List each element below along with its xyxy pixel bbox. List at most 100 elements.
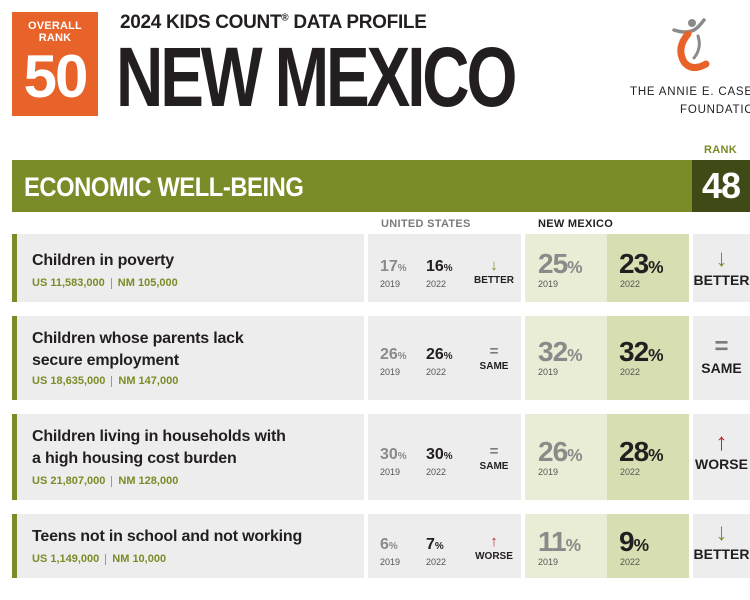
- us-2019-value: 30%: [380, 446, 407, 463]
- us-values-cell: 6% 2019 7% 2022 ↑ WORSE: [368, 514, 521, 578]
- nm-year-2019: 2019: [538, 367, 559, 377]
- indicator-counts: US 21,807,000 NM 128,000: [32, 475, 178, 487]
- equals-icon: =: [489, 343, 499, 360]
- nm-trend-cell: ↓ BETTER: [693, 514, 750, 578]
- us-trend-label: WORSE: [475, 551, 513, 562]
- nm-2019-cell: 26% 2019: [525, 414, 607, 500]
- indicator-title: Children living in households with a high…: [32, 428, 286, 467]
- indicator-title: Teens not in school and not working: [32, 528, 303, 545]
- us-trend: = SAME: [472, 344, 516, 372]
- nm-year-2022: 2022: [620, 367, 641, 377]
- nm-trend-label: BETTER: [693, 546, 750, 562]
- us-count: US 1,149,000: [32, 553, 100, 565]
- nm-2019-cell: 32% 2019: [525, 316, 607, 400]
- us-year-2019: 2019: [380, 557, 401, 567]
- indicator-row-teens: Teens not in school and not working US 1…: [12, 514, 750, 578]
- nm-count: NM 105,000: [117, 277, 178, 289]
- overall-rank-value: 50: [23, 43, 89, 110]
- indicator-label-cell: Children whose parents lack secure employ…: [12, 316, 364, 400]
- us-values-cell: 26% 2019 26% 2022 = SAME: [368, 316, 521, 400]
- nm-2022-cell: 32% 2022: [607, 316, 689, 400]
- equals-icon: =: [714, 333, 729, 360]
- nm-trend-cell: = SAME: [693, 316, 750, 400]
- nm-2022-value: 9%: [619, 526, 649, 557]
- us-2022-value: 16%: [426, 258, 453, 275]
- down-arrow-icon: ↓: [490, 257, 498, 274]
- nm-trend-label: WORSE: [695, 456, 748, 472]
- column-head-us: UNITED STATES: [381, 218, 471, 230]
- nm-trend: ↑ WORSE: [693, 429, 750, 473]
- indicator-label-cell: Teens not in school and not working US 1…: [12, 514, 364, 578]
- us-year-2019: 2019: [380, 279, 401, 289]
- up-arrow-icon: ↑: [490, 533, 498, 550]
- us-trend-label: SAME: [479, 461, 509, 472]
- column-head-nm: NEW MEXICO: [538, 218, 614, 230]
- indicator-counts: US 11,583,000 NM 105,000: [32, 277, 178, 289]
- us-year-2022: 2022: [426, 557, 447, 567]
- indicator-row-employment: Children whose parents lack secure employ…: [12, 316, 750, 400]
- us-trend: ↑ WORSE: [472, 534, 516, 562]
- profile-subtitle: 2024 KIDS COUNT® DATA PROFILE: [120, 12, 427, 34]
- us-year-2022: 2022: [426, 279, 447, 289]
- us-count: US 11,583,000: [32, 277, 105, 289]
- nm-2022-value: 32%: [619, 336, 664, 367]
- us-trend: ↓ BETTER: [472, 258, 516, 286]
- nm-trend: ↓ BETTER: [693, 245, 750, 289]
- indicator-label-cell: Children living in households with a high…: [12, 414, 364, 500]
- nm-trend-label: BETTER: [693, 272, 750, 288]
- nm-2022-value: 23%: [619, 248, 664, 279]
- nm-year-2019: 2019: [538, 279, 559, 289]
- indicator-row-housing: Children living in households with a high…: [12, 414, 750, 500]
- down-arrow-icon: ↓: [715, 519, 728, 546]
- nm-year-2019: 2019: [538, 557, 559, 567]
- section-title: ECONOMIC WELL-BEING: [24, 172, 304, 202]
- foundation-name-line2: FOUNDATION: [680, 104, 750, 116]
- subtitle-suffix: DATA PROFILE: [288, 12, 427, 33]
- nm-2019-cell: 11% 2019: [525, 514, 607, 578]
- us-trend-label: BETTER: [474, 275, 514, 286]
- state-title: NEW MEXICO: [116, 30, 517, 124]
- nm-trend-cell: ↑ WORSE: [693, 414, 750, 500]
- us-2022-value: 30%: [426, 446, 453, 463]
- nm-year-2022: 2022: [620, 467, 641, 477]
- registered-mark: ®: [281, 12, 289, 24]
- nm-2022-cell: 23% 2022: [607, 234, 689, 302]
- nm-year-2022: 2022: [620, 557, 641, 567]
- us-year-2022: 2022: [426, 467, 447, 477]
- us-2019-value: 6%: [380, 536, 398, 553]
- nm-2022-cell: 28% 2022: [607, 414, 689, 500]
- section-rank-value: 48: [692, 160, 750, 212]
- nm-2019-value: 32%: [538, 336, 583, 367]
- nm-2019-value: 25%: [538, 248, 583, 279]
- nm-trend-label: SAME: [701, 360, 742, 376]
- nm-trend: ↓ BETTER: [693, 519, 750, 563]
- down-arrow-icon: ↓: [715, 245, 728, 272]
- us-year-2022: 2022: [426, 367, 447, 377]
- foundation-logo: THE ANNIE E. CASEY FOUNDATION: [628, 14, 750, 124]
- indicator-counts: US 1,149,000 NM 10,000: [32, 553, 166, 565]
- nm-2019-value: 11%: [538, 526, 581, 557]
- section-header: ECONOMIC WELL-BEING: [12, 160, 692, 212]
- nm-2019-cell: 25% 2019: [525, 234, 607, 302]
- us-2022-value: 7%: [426, 536, 444, 553]
- up-arrow-icon: ↑: [715, 429, 728, 456]
- us-trend: = SAME: [472, 444, 516, 472]
- us-year-2019: 2019: [380, 367, 401, 377]
- overall-rank-box: OVERALL RANK 50: [12, 12, 98, 116]
- us-values-cell: 30% 2019 30% 2022 = SAME: [368, 414, 521, 500]
- section-rank-label: RANK: [704, 144, 737, 156]
- nm-2022-cell: 9% 2022: [607, 514, 689, 578]
- nm-count: NM 10,000: [112, 553, 167, 565]
- overall-rank-label: OVERALL RANK: [28, 20, 82, 44]
- equals-icon: =: [489, 443, 499, 460]
- us-values-cell: 17% 2019 16% 2022 ↓ BETTER: [368, 234, 521, 302]
- nm-2019-value: 26%: [538, 436, 583, 467]
- indicator-row-poverty: Children in poverty US 11,583,000 NM 105,…: [12, 234, 750, 302]
- nm-count: NM 147,000: [118, 375, 179, 387]
- nm-2022-value: 28%: [619, 436, 664, 467]
- indicator-label-cell: Children in poverty US 11,583,000 NM 105,…: [12, 234, 364, 302]
- foundation-name-line1: THE ANNIE E. CASEY: [630, 86, 750, 98]
- indicator-title: Children in poverty: [32, 252, 174, 269]
- indicator-counts: US 18,635,000 NM 147,000: [32, 375, 178, 387]
- indicator-title: Children whose parents lack secure employ…: [32, 330, 244, 369]
